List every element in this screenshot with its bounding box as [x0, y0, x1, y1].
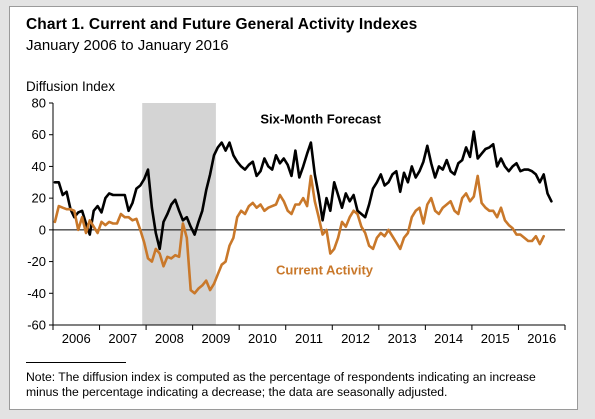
- y-tick-label: 80: [32, 96, 46, 111]
- y-tick-label: 40: [32, 159, 46, 174]
- series-line-six-month-forecast: [53, 130, 553, 251]
- chart-panel: Chart 1. Current and Future General Acti…: [9, 6, 578, 410]
- series-annotation: Current Activity: [276, 262, 374, 277]
- y-tick-label: -20: [27, 254, 46, 269]
- y-axis-label: Diffusion Index: [26, 79, 116, 94]
- line-chart: -60 -40 -20 0 20 40 60 80 2006 2007 2008 2009 2010 20…: [27, 96, 566, 346]
- series-annotation: Six-Month Forecast: [260, 112, 381, 127]
- note-divider: [26, 362, 126, 363]
- x-tick-label: 2013: [388, 331, 417, 346]
- chart-note: Note: The diffusion index is computed as…: [26, 370, 536, 399]
- x-tick-label: 2009: [201, 331, 230, 346]
- y-tick-label: 20: [32, 191, 46, 206]
- x-tick-label: 2006: [62, 331, 91, 346]
- x-tick-label: 2008: [155, 331, 184, 346]
- x-tick-label: 2012: [341, 331, 370, 346]
- x-tick-label: 2015: [481, 331, 510, 346]
- y-tick-label: 0: [39, 222, 46, 237]
- x-tick-label: 2016: [527, 331, 556, 346]
- x-tick-label: 2011: [295, 331, 323, 346]
- chart-subtitle: January 2006 to January 2016: [26, 37, 229, 54]
- series-line-current-activity: [53, 174, 546, 295]
- x-tick-label: 2010: [248, 331, 277, 346]
- x-tick-label: 2014: [434, 331, 463, 346]
- y-tick-label: -40: [27, 286, 46, 301]
- x-tick-label: 2007: [108, 331, 137, 346]
- y-tick-label: -60: [27, 318, 46, 333]
- chart-title: Chart 1. Current and Future General Acti…: [26, 16, 418, 33]
- y-tick-label: 60: [32, 127, 46, 142]
